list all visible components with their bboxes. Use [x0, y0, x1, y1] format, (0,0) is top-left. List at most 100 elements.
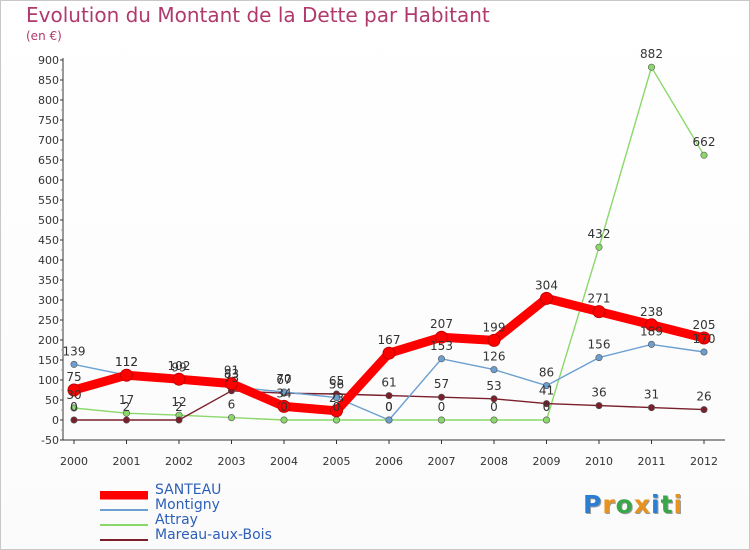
data-point	[437, 416, 445, 424]
data-label: 102	[168, 359, 191, 373]
y-tick-label: 50	[45, 394, 59, 407]
data-label: 17	[119, 393, 134, 407]
data-label: 57	[434, 377, 449, 391]
data-point	[70, 404, 78, 412]
data-label: 882	[640, 47, 663, 61]
logo-letter: x	[633, 490, 651, 519]
legend-item-mareau-aux-bois[interactable]: Mareau-aux-Bois	[100, 527, 360, 544]
data-label: 12	[171, 395, 186, 409]
data-point	[332, 394, 340, 402]
y-tick-label: 150	[38, 354, 59, 367]
data-label: 26	[696, 390, 711, 404]
data-label: 30	[66, 388, 81, 402]
data-label: 0	[490, 400, 498, 414]
y-tick-label: 400	[38, 254, 59, 267]
logo-letter: i	[651, 490, 661, 519]
data-point	[67, 383, 81, 397]
legend-label-santeau: SANTEAU	[155, 482, 222, 498]
y-tick-label: 550	[38, 194, 59, 207]
data-point	[277, 399, 291, 413]
data-label: 99	[171, 360, 186, 374]
x-tick-label: 2009	[533, 455, 561, 468]
data-label: 75	[66, 370, 81, 384]
y-tick-label: 500	[38, 214, 59, 227]
data-label: 0	[438, 400, 446, 414]
data-label: 0	[280, 400, 288, 414]
data-point	[280, 416, 288, 424]
data-point	[697, 331, 711, 345]
legend-label-mareau-aux-bois: Mareau-aux-Bois	[155, 527, 272, 543]
data-label: 2	[123, 400, 131, 414]
data-point	[490, 395, 498, 403]
x-tick-label: 2002	[165, 455, 193, 468]
data-label: 126	[483, 350, 506, 364]
data-point	[385, 392, 393, 400]
data-point	[542, 416, 550, 424]
y-tick-label: 900	[38, 54, 59, 67]
data-point	[595, 354, 603, 362]
logo-letter: P	[583, 490, 603, 519]
data-label: 0	[385, 400, 393, 414]
data-point	[120, 368, 133, 382]
unit-label: (en €)	[26, 29, 62, 43]
data-label: 238	[640, 305, 663, 319]
y-tick-label: 300	[38, 294, 59, 307]
data-point	[700, 406, 708, 414]
chart-title: Evolution du Montant de la Dette par Hab…	[26, 3, 490, 27]
data-label: 91	[224, 364, 239, 378]
data-point	[332, 416, 340, 424]
x-tick-label: 2007	[428, 455, 456, 468]
data-point	[647, 404, 655, 412]
data-label: 662	[693, 135, 716, 149]
y-tick-label: 250	[38, 314, 59, 327]
data-label: 23	[329, 391, 344, 405]
data-label: 73	[224, 371, 239, 385]
data-point	[540, 291, 553, 305]
data-label: 2	[175, 400, 183, 414]
data-label: 432	[588, 227, 611, 241]
data-point	[647, 63, 655, 71]
data-point	[435, 330, 448, 344]
legend-label-attray: Attray	[155, 512, 198, 528]
data-point	[175, 416, 183, 424]
data-label: 199	[483, 320, 506, 334]
data-label: 0	[70, 400, 78, 414]
x-tick-label: 2001	[113, 455, 141, 468]
y-tick-label: 800	[38, 94, 59, 107]
x-tick-label: 2008	[480, 455, 508, 468]
data-point	[382, 346, 396, 360]
y-tick-label: 700	[38, 134, 59, 147]
y-tick-label: 350	[38, 274, 59, 287]
legend-label-montigny: Montigny	[155, 497, 220, 513]
data-point	[700, 151, 708, 159]
legend-item-montigny[interactable]: Montigny	[100, 497, 360, 514]
y-tick-label: 450	[38, 234, 59, 247]
data-label: 86	[539, 366, 554, 380]
data-point	[595, 402, 603, 410]
data-label: 56	[329, 378, 344, 392]
x-tick-label: 2000	[60, 455, 88, 468]
data-point	[647, 340, 655, 348]
data-label: 34	[276, 386, 291, 400]
data-label: 0	[333, 400, 341, 414]
y-tick-label: 850	[38, 74, 59, 87]
data-point	[330, 404, 343, 418]
data-label: 112	[115, 355, 138, 369]
data-point	[645, 318, 658, 332]
x-tick-label: 2012	[690, 455, 718, 468]
y-tick-label: 600	[38, 174, 59, 187]
y-tick-label: 750	[38, 114, 59, 127]
data-label: 304	[535, 278, 558, 292]
data-label: 67	[276, 373, 291, 387]
data-point	[592, 305, 606, 319]
data-label: 0	[385, 400, 393, 414]
data-point	[542, 382, 550, 390]
data-point	[70, 360, 78, 368]
data-label: 153	[430, 339, 453, 353]
legend-item-attray[interactable]: Attray	[100, 512, 360, 529]
legend-item-santeau[interactable]: SANTEAU	[100, 482, 360, 500]
legend-swatch-mareau-aux-bois	[100, 539, 148, 541]
data-point	[490, 366, 498, 374]
